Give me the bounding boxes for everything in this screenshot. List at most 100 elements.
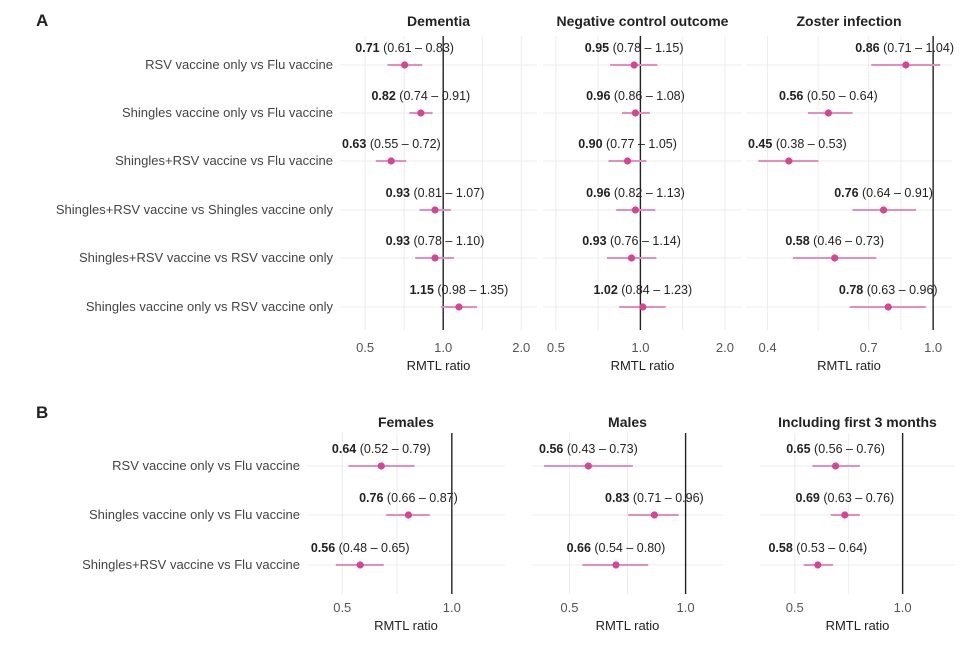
estimate-label: 0.82 (0.74 – 0.91) — [371, 89, 470, 103]
tick-label: 0.5 — [560, 600, 578, 615]
point-estimate — [884, 303, 892, 311]
estimate-value: 0.58 — [785, 234, 809, 248]
estimate-value: 0.56 — [311, 541, 335, 555]
estimate-label: 0.56 (0.50 – 0.64) — [779, 89, 878, 103]
point-estimate — [377, 462, 385, 470]
point-estimate — [401, 61, 409, 69]
point-estimate — [639, 303, 647, 311]
x-axis-label: RMTL ratio — [374, 618, 438, 633]
tick-label: 1.0 — [443, 600, 461, 615]
estimate-label: 0.76 (0.66 – 0.87) — [359, 491, 458, 505]
point-estimate — [631, 206, 640, 214]
estimate-value: 0.65 — [786, 442, 810, 456]
estimate-label: 0.45 (0.38 – 0.53) — [748, 137, 847, 151]
tick-label: 1.0 — [677, 600, 695, 615]
confidence-interval: (0.61 – 0.83) — [380, 41, 454, 55]
confidence-interval: (0.56 – 0.76) — [811, 442, 885, 456]
estimate-label: 1.02 (0.84 – 1.23) — [593, 283, 692, 297]
estimate-label: 0.86 (0.71 – 1.04) — [855, 41, 954, 55]
estimate-value: 0.66 — [567, 541, 591, 555]
tick-label: 2.0 — [716, 340, 734, 355]
confidence-interval: (0.43 – 0.73) — [563, 442, 637, 456]
estimate-value: 0.78 — [839, 283, 863, 297]
row-label: Shingles+RSV vaccine vs RSV vaccine only — [79, 250, 333, 265]
estimate-label: 0.95 (0.78 – 1.15) — [585, 41, 684, 55]
confidence-interval: (0.71 – 1.04) — [880, 41, 954, 55]
estimate-value: 0.76 — [359, 491, 383, 505]
point-estimate — [785, 157, 793, 165]
estimate-label: 0.93 (0.76 – 1.14) — [582, 234, 681, 248]
point-estimate — [814, 561, 822, 569]
point-estimate — [631, 109, 640, 117]
estimate-value: 0.56 — [539, 442, 563, 456]
x-axis-label: RMTL ratio — [611, 358, 675, 373]
point-estimate — [623, 157, 632, 165]
confidence-interval: (0.53 – 0.64) — [793, 541, 867, 555]
estimate-label: 1.15 (0.98 – 1.35) — [410, 283, 509, 297]
confidence-interval: (0.78 – 1.15) — [609, 41, 683, 55]
estimate-label: 0.78 (0.63 – 0.96) — [839, 283, 938, 297]
estimate-value: 0.45 — [748, 137, 772, 151]
x-axis-label: RMTL ratio — [826, 618, 890, 633]
estimate-value: 0.96 — [586, 186, 610, 200]
confidence-interval: (0.76 – 1.14) — [607, 234, 681, 248]
tick-label: 0.5 — [547, 340, 565, 355]
panel-title: Zoster infection — [796, 13, 901, 29]
estimate-value: 0.69 — [796, 491, 820, 505]
confidence-interval: (0.66 – 0.87) — [383, 491, 457, 505]
row-label: Shingles+RSV vaccine vs Shingles vaccine… — [56, 202, 334, 217]
panel-a-letter: A — [36, 11, 48, 30]
confidence-interval: (0.81 – 1.07) — [410, 186, 484, 200]
point-estimate — [431, 206, 439, 214]
point-estimate — [627, 254, 636, 262]
point-estimate — [356, 561, 364, 569]
confidence-interval: (0.74 – 0.91) — [396, 89, 470, 103]
confidence-interval: (0.54 – 0.80) — [591, 541, 665, 555]
confidence-interval: (0.63 – 0.96) — [863, 283, 937, 297]
confidence-interval: (0.77 – 1.05) — [603, 137, 677, 151]
estimate-label: 0.66 (0.54 – 0.80) — [567, 541, 666, 555]
point-estimate — [404, 511, 413, 519]
estimate-label: 0.90 (0.77 – 1.05) — [578, 137, 677, 151]
confidence-interval: (0.48 – 0.65) — [335, 541, 409, 555]
point-estimate — [387, 157, 395, 165]
estimate-label: 0.69 (0.63 – 0.76) — [796, 491, 895, 505]
estimate-value: 0.71 — [355, 41, 379, 55]
tick-label: 1.0 — [924, 340, 942, 355]
estimate-label: 0.65 (0.56 – 0.76) — [786, 442, 885, 456]
row-label: Shingles vaccine only vs Flu vaccine — [122, 105, 333, 120]
estimate-value: 0.82 — [371, 89, 395, 103]
estimate-value: 0.93 — [386, 186, 410, 200]
estimate-label: 0.56 (0.48 – 0.65) — [311, 541, 410, 555]
tick-label: 0.5 — [333, 600, 351, 615]
tick-label: 1.0 — [894, 600, 912, 615]
estimate-value: 0.96 — [586, 89, 610, 103]
confidence-interval: (0.78 – 1.10) — [410, 234, 484, 248]
estimate-label: 0.93 (0.78 – 1.10) — [386, 234, 485, 248]
tick-label: 0.4 — [759, 340, 777, 355]
estimate-value: 0.63 — [342, 137, 366, 151]
estimate-label: 0.58 (0.46 – 0.73) — [785, 234, 884, 248]
estimate-label: 0.63 (0.55 – 0.72) — [342, 137, 441, 151]
row-label: RSV vaccine only vs Flu vaccine — [112, 458, 300, 473]
point-estimate — [841, 511, 849, 519]
estimate-value: 0.83 — [605, 491, 629, 505]
point-estimate — [831, 254, 839, 262]
confidence-interval: (0.64 – 0.91) — [859, 186, 933, 200]
estimate-value: 0.95 — [585, 41, 609, 55]
estimate-label: 0.96 (0.86 – 1.08) — [586, 89, 685, 103]
tick-label: 1.0 — [434, 340, 452, 355]
tick-label: 0.7 — [860, 340, 878, 355]
confidence-interval: (0.46 – 0.73) — [810, 234, 884, 248]
estimate-value: 0.64 — [332, 442, 356, 456]
point-estimate — [824, 109, 832, 117]
panel-b-letter: B — [36, 403, 48, 422]
point-estimate — [831, 462, 840, 470]
estimate-value: 0.93 — [582, 234, 606, 248]
tick-label: 0.5 — [786, 600, 804, 615]
estimate-value: 1.02 — [593, 283, 617, 297]
row-label: Shingles+RSV vaccine vs Flu vaccine — [115, 153, 333, 168]
row-label: Shingles vaccine only vs Flu vaccine — [89, 507, 300, 522]
confidence-interval: (0.84 – 1.23) — [618, 283, 692, 297]
